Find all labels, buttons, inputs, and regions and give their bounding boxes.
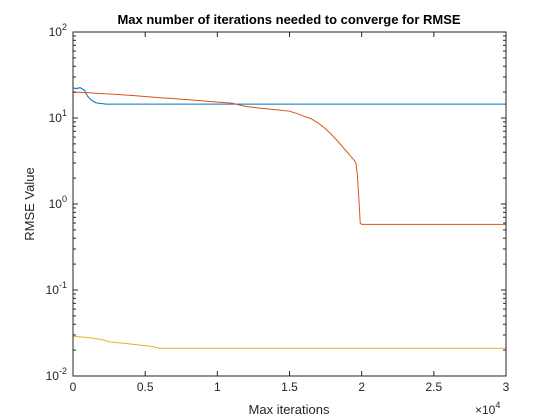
x-tick-label-4: 2 xyxy=(358,380,365,394)
series-line-3 xyxy=(72,335,506,349)
y-axis-label: RMSE Value xyxy=(22,167,37,240)
x-tick-label-2: 1 xyxy=(214,380,221,394)
y-tick-label-1: 10-1 xyxy=(46,280,67,297)
x-tick-label-6: 3 xyxy=(503,380,510,394)
y-tick-label-4: 102 xyxy=(49,22,67,39)
x-axis-multiplier-base: ×10 xyxy=(475,403,496,417)
chart-title: Max number of iterations needed to conve… xyxy=(117,12,460,27)
y-tick-label-3: 101 xyxy=(49,108,67,125)
x-tick-label-1: 0.5 xyxy=(137,380,154,394)
y-tick-label-0: 10-2 xyxy=(46,366,67,383)
plot-area xyxy=(73,32,506,376)
series-group xyxy=(72,87,506,349)
y-axis-ticks: 10-2 10-1 100 101 102 xyxy=(46,22,506,383)
x-axis-ticks: 0 0.5 1 1.5 2 2.5 3 xyxy=(70,32,510,394)
x-tick-label-5: 2.5 xyxy=(425,380,442,394)
x-axis-label: Max iterations xyxy=(249,402,330,417)
x-tick-label-3: 1.5 xyxy=(281,380,298,394)
x-axis-multiplier-exponent: 4 xyxy=(495,400,500,410)
series-line-1 xyxy=(72,87,506,105)
x-axis-multiplier: ×104 xyxy=(475,400,500,417)
y-tick-label-2: 100 xyxy=(49,194,67,211)
series-line-2 xyxy=(72,91,506,225)
x-tick-label-0: 0 xyxy=(70,380,77,394)
